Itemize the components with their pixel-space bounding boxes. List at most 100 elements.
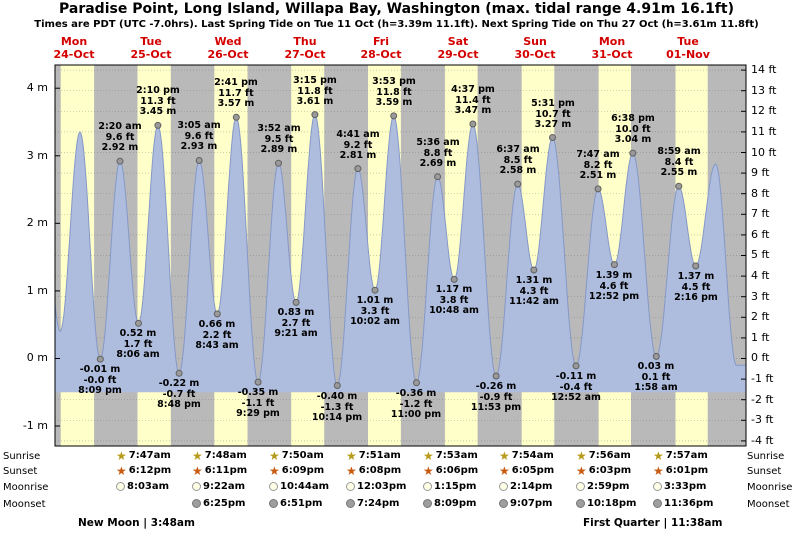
moonset-icon	[653, 499, 662, 508]
sunset-star-icon: ★	[499, 463, 510, 478]
tide-extreme-dot	[135, 319, 142, 327]
tide-extreme-dot	[154, 121, 162, 129]
tide-extreme-dot	[652, 352, 660, 360]
tide-annotation-high: 2:20 am 9.6 ft 2.92 m	[98, 121, 142, 153]
tide-extreme-dot	[572, 362, 580, 370]
day-label: Sat 29-Oct	[437, 35, 479, 61]
moonrise-time-text: 8:03am	[127, 481, 170, 492]
tide-annotation-low: 1.39 m 4.6 ft 12:52 pm	[588, 270, 640, 302]
sunrise-star-icon: ★	[116, 448, 127, 463]
tide-extreme-dot	[530, 266, 538, 274]
sunrise-star-icon: ★	[653, 448, 664, 463]
moonrise-time-text: 12:03pm	[357, 481, 407, 492]
y-axis-ft-label: 1 ft	[751, 331, 770, 344]
y-axis-ft-label: 6 ft	[751, 228, 770, 241]
moonset-time-text: 6:51pm	[280, 498, 323, 509]
moonset-time: 6:51pm	[269, 497, 322, 510]
tide-annotation-high: 4:37 pm 11.4 ft 3.47 m	[451, 84, 495, 116]
y-axis-m-label: 3 m	[26, 149, 48, 162]
tide-annotation-low: -0.22 m -0.7 ft 8:48 pm	[157, 378, 201, 410]
tide-annotation-low: -0.40 m -1.3 ft 10:14 pm	[311, 391, 363, 423]
tide-extreme-dot	[390, 112, 398, 120]
tide-annotation-high: 3:05 am 9.6 ft 2.93 m	[177, 120, 221, 152]
y-axis-ft-label: -3 ft	[751, 413, 774, 426]
sunrise-time-text: 7:51am	[358, 450, 401, 461]
moonset-time-text: 9:07pm	[510, 498, 553, 509]
tide-annotation-high: 6:37 am 8.5 ft 2.58 m	[496, 144, 540, 176]
tide-annotation-low: -0.36 m -1.2 ft 11:00 pm	[390, 388, 442, 420]
moonset-icon	[423, 499, 432, 508]
sunrise-time: ★ 7:54am	[499, 449, 554, 462]
sunrise-row-label-right: Sunrise	[747, 451, 785, 462]
tide-annotation-high: 3:53 pm 11.8 ft 3.59 m	[372, 76, 416, 108]
tide-annotation-high: 8:59 am 8.4 ft 2.55 m	[657, 146, 701, 178]
sunset-time-text: 6:11pm	[204, 465, 248, 476]
moonrise-time: 9:22am	[192, 480, 245, 493]
moonset-time-text: 7:24pm	[357, 498, 400, 509]
sunrise-row-label-left: Sunrise	[3, 451, 41, 462]
tide-extreme-dot	[292, 298, 300, 306]
tide-extreme-dot	[413, 379, 420, 387]
tide-extreme-dot	[549, 134, 556, 141]
moonrise-time: 2:14pm	[499, 480, 552, 493]
y-axis-m-label: 0 m	[26, 351, 48, 364]
moonset-row-label-right: Moonset	[747, 499, 790, 510]
sunset-star-icon: ★	[423, 463, 434, 478]
sunrise-time-text: 7:54am	[511, 450, 554, 461]
y-axis-ft-label: 8 ft	[751, 187, 770, 200]
moonset-time-text: 8:09pm	[434, 498, 477, 509]
moonset-row-label-left: Moonset	[3, 499, 46, 510]
moonset-time-text: 6:25pm	[203, 498, 246, 509]
tide-extreme-dot	[514, 180, 522, 188]
y-axis-ft-label: 11 ft	[751, 125, 777, 138]
tide-annotation-low: -0.11 m -0.4 ft 12:52 am	[551, 371, 601, 403]
sunrise-time: ★ 7:48am	[192, 449, 247, 462]
sunrise-time-text: 7:53am	[435, 450, 478, 461]
moonrise-icon	[653, 482, 662, 491]
day-label: Mon 31-Oct	[591, 35, 633, 61]
tide-extreme-dot	[232, 113, 240, 121]
moonrise-icon	[269, 482, 278, 491]
sunrise-star-icon: ★	[346, 448, 357, 463]
day-label: Tue 01-Nov	[666, 35, 710, 61]
tide-extreme-dot	[175, 369, 183, 377]
tide-annotation-high: 7:47 am 8.2 ft 2.51 m	[576, 149, 620, 181]
sunset-star-icon: ★	[116, 463, 127, 478]
tide-extreme-dot	[371, 286, 379, 294]
page-subtitle: Times are PDT (UTC -7.0hrs). Last Spring…	[34, 19, 759, 30]
plot-frame	[54, 64, 747, 447]
tide-annotation-high: 3:52 am 9.5 ft 2.89 m	[257, 123, 301, 155]
sunset-row-label-left: Sunset	[3, 466, 38, 477]
sunrise-star-icon: ★	[499, 448, 510, 463]
sunset-time-text: 6:03pm	[588, 465, 632, 476]
moonset-time: 9:07pm	[499, 497, 552, 510]
moonset-icon	[269, 499, 278, 508]
tide-annotation-low: 0.52 m 1.7 ft 8:06 am	[116, 328, 160, 360]
tide-extreme-dot	[333, 382, 341, 389]
moonrise-time: 2:59pm	[576, 480, 629, 493]
day-label: Thu 27-Oct	[284, 35, 326, 61]
y-axis-ft-label: 3 ft	[751, 290, 770, 303]
moonset-icon	[192, 499, 201, 508]
tide-extreme-dot	[469, 120, 477, 128]
moonrise-time-text: 3:33pm	[664, 481, 707, 492]
day-label: Fri 28-Oct	[360, 35, 402, 61]
moonrise-icon	[499, 482, 508, 491]
sunrise-time: ★ 7:56am	[576, 449, 631, 462]
y-axis-ft-label: -1 ft	[751, 372, 774, 385]
sunrise-time: ★ 7:47am	[116, 449, 171, 462]
tide-extreme-dot	[629, 149, 637, 157]
sunset-star-icon: ★	[576, 463, 587, 478]
y-axis-ft-label: 7 ft	[751, 207, 770, 220]
day-label: Tue 25-Oct	[130, 35, 172, 61]
moonrise-time-text: 9:22am	[203, 481, 246, 492]
y-axis-m-label: -1 m	[22, 419, 48, 432]
tide-annotation-low: 1.01 m 3.3 ft 10:02 am	[350, 295, 400, 327]
y-axis-ft-label: 9 ft	[751, 166, 770, 179]
moonrise-icon	[423, 482, 432, 491]
page-title: Paradise Point, Long Island, Willapa Bay…	[58, 1, 734, 17]
sunrise-time: ★ 7:53am	[423, 449, 478, 462]
moonset-time-text: 11:36pm	[664, 498, 714, 509]
tide-annotation-high: 2:10 pm 11.3 ft 3.45 m	[136, 85, 180, 117]
